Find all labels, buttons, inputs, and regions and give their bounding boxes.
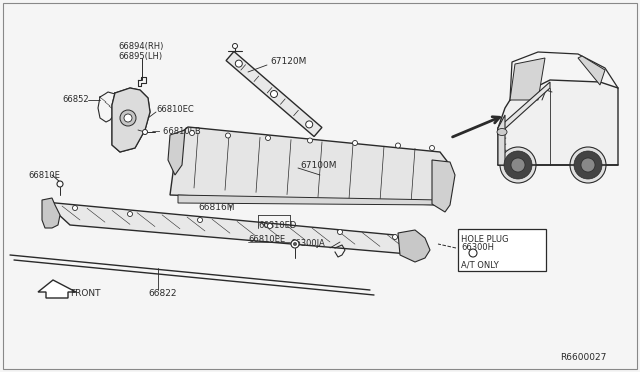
Circle shape — [72, 205, 77, 211]
Circle shape — [271, 90, 278, 97]
Text: 66810EE: 66810EE — [248, 235, 285, 244]
Circle shape — [225, 133, 230, 138]
Text: 67120M: 67120M — [270, 58, 307, 67]
Text: 67100M: 67100M — [300, 160, 337, 170]
Polygon shape — [38, 280, 76, 298]
FancyBboxPatch shape — [3, 3, 637, 369]
Circle shape — [293, 242, 297, 246]
Ellipse shape — [497, 128, 507, 135]
Circle shape — [120, 110, 136, 126]
Circle shape — [124, 114, 132, 122]
Text: 66894(RH): 66894(RH) — [118, 42, 163, 51]
Text: — 66810EB: — 66810EB — [152, 128, 201, 137]
Polygon shape — [226, 51, 322, 137]
Text: 66810EC: 66810EC — [156, 106, 194, 115]
Circle shape — [306, 121, 313, 128]
Polygon shape — [168, 130, 185, 175]
Text: 66895(LH): 66895(LH) — [118, 51, 162, 61]
Circle shape — [198, 218, 202, 222]
Polygon shape — [45, 202, 420, 255]
Circle shape — [127, 212, 132, 217]
Circle shape — [392, 234, 397, 240]
Circle shape — [236, 60, 243, 67]
Text: FRONT: FRONT — [70, 289, 100, 298]
Circle shape — [189, 131, 195, 135]
Text: HOLE PLUG: HOLE PLUG — [461, 234, 509, 244]
Circle shape — [429, 145, 435, 151]
FancyBboxPatch shape — [458, 229, 546, 271]
Circle shape — [268, 224, 273, 228]
Circle shape — [232, 44, 237, 48]
Text: R6600027: R6600027 — [560, 353, 606, 362]
Circle shape — [500, 147, 536, 183]
Circle shape — [337, 230, 342, 234]
Circle shape — [574, 151, 602, 179]
Circle shape — [291, 240, 299, 248]
Polygon shape — [578, 56, 605, 85]
Circle shape — [143, 129, 147, 135]
Circle shape — [469, 249, 477, 257]
Polygon shape — [170, 127, 450, 205]
Polygon shape — [432, 160, 455, 212]
Circle shape — [353, 141, 358, 145]
Polygon shape — [112, 88, 150, 152]
Polygon shape — [178, 195, 442, 205]
Polygon shape — [42, 198, 60, 228]
Circle shape — [57, 181, 63, 187]
Polygon shape — [510, 58, 545, 100]
Text: 66852: 66852 — [62, 96, 88, 105]
Polygon shape — [398, 230, 430, 262]
Circle shape — [396, 143, 401, 148]
Text: 66300H: 66300H — [461, 244, 494, 253]
Circle shape — [504, 151, 532, 179]
Polygon shape — [498, 115, 505, 165]
Text: 66822: 66822 — [148, 289, 177, 298]
Text: 66810E: 66810E — [28, 170, 60, 180]
Circle shape — [581, 158, 595, 172]
Circle shape — [307, 138, 312, 143]
Text: 66300JA: 66300JA — [290, 240, 324, 248]
Text: A/T ONLY: A/T ONLY — [461, 260, 499, 269]
Text: 66816M: 66816M — [198, 203, 234, 212]
Polygon shape — [498, 82, 550, 135]
Circle shape — [266, 135, 271, 141]
Polygon shape — [498, 80, 618, 165]
Text: 66810ED: 66810ED — [258, 221, 296, 231]
Circle shape — [511, 158, 525, 172]
Circle shape — [570, 147, 606, 183]
